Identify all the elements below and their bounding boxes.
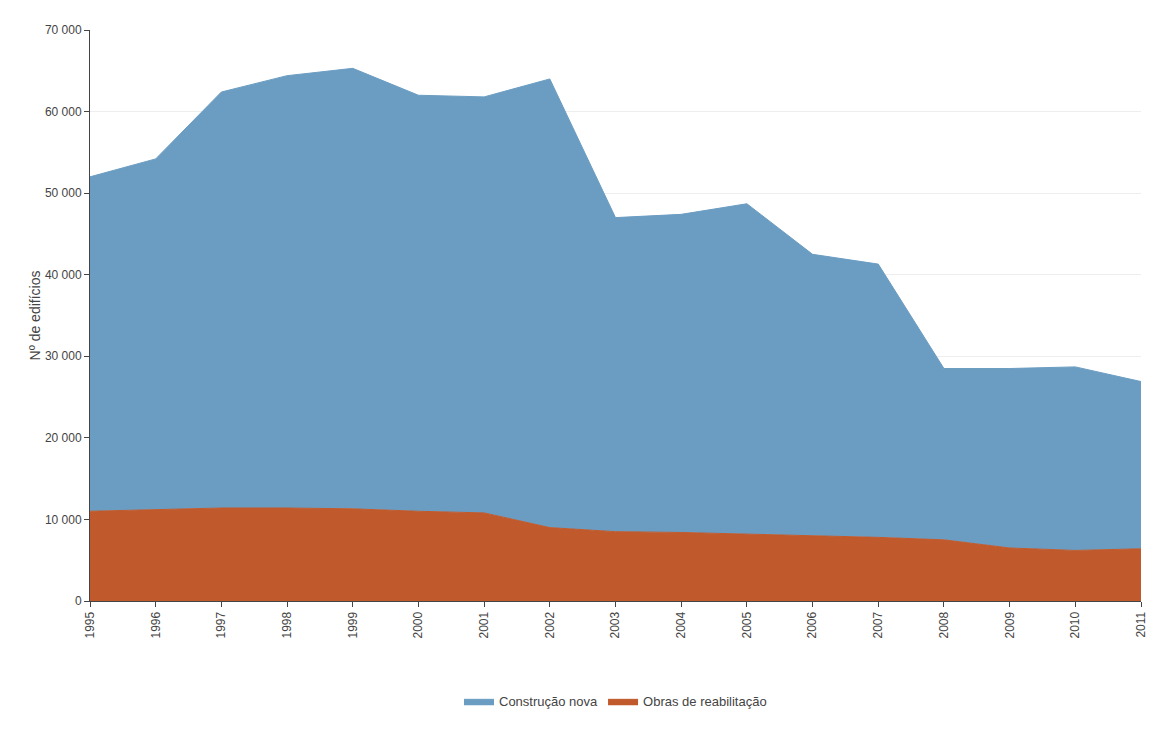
svg-text:2003: 2003: [608, 611, 622, 638]
svg-text:2002: 2002: [543, 611, 557, 638]
svg-text:10 000: 10 000: [45, 513, 82, 527]
svg-text:70 000: 70 000: [45, 23, 82, 37]
svg-text:1996: 1996: [149, 611, 163, 638]
svg-text:Construção nova: Construção nova: [499, 694, 598, 709]
svg-text:2005: 2005: [740, 611, 754, 638]
svg-text:1999: 1999: [346, 611, 360, 638]
svg-text:30 000: 30 000: [45, 349, 82, 363]
svg-text:2000: 2000: [411, 611, 425, 638]
svg-text:2007: 2007: [871, 611, 885, 638]
svg-text:2004: 2004: [674, 611, 688, 638]
svg-text:2006: 2006: [805, 611, 819, 638]
svg-text:1995: 1995: [83, 611, 97, 638]
svg-text:20 000: 20 000: [45, 431, 82, 445]
svg-text:50 000: 50 000: [45, 186, 82, 200]
svg-text:60 000: 60 000: [45, 105, 82, 119]
svg-text:Obras de reabilitação: Obras de reabilitação: [643, 694, 767, 709]
svg-text:40 000: 40 000: [45, 268, 82, 282]
svg-text:Nº de edifícios: Nº de edifícios: [27, 271, 43, 361]
svg-text:2009: 2009: [1003, 611, 1017, 638]
svg-text:0: 0: [75, 594, 82, 608]
svg-text:2010: 2010: [1068, 611, 1082, 638]
svg-text:1997: 1997: [214, 611, 228, 638]
svg-text:2008: 2008: [937, 611, 951, 638]
svg-text:2011: 2011: [1134, 611, 1148, 637]
svg-text:1998: 1998: [280, 611, 294, 638]
svg-text:2001: 2001: [477, 611, 491, 638]
